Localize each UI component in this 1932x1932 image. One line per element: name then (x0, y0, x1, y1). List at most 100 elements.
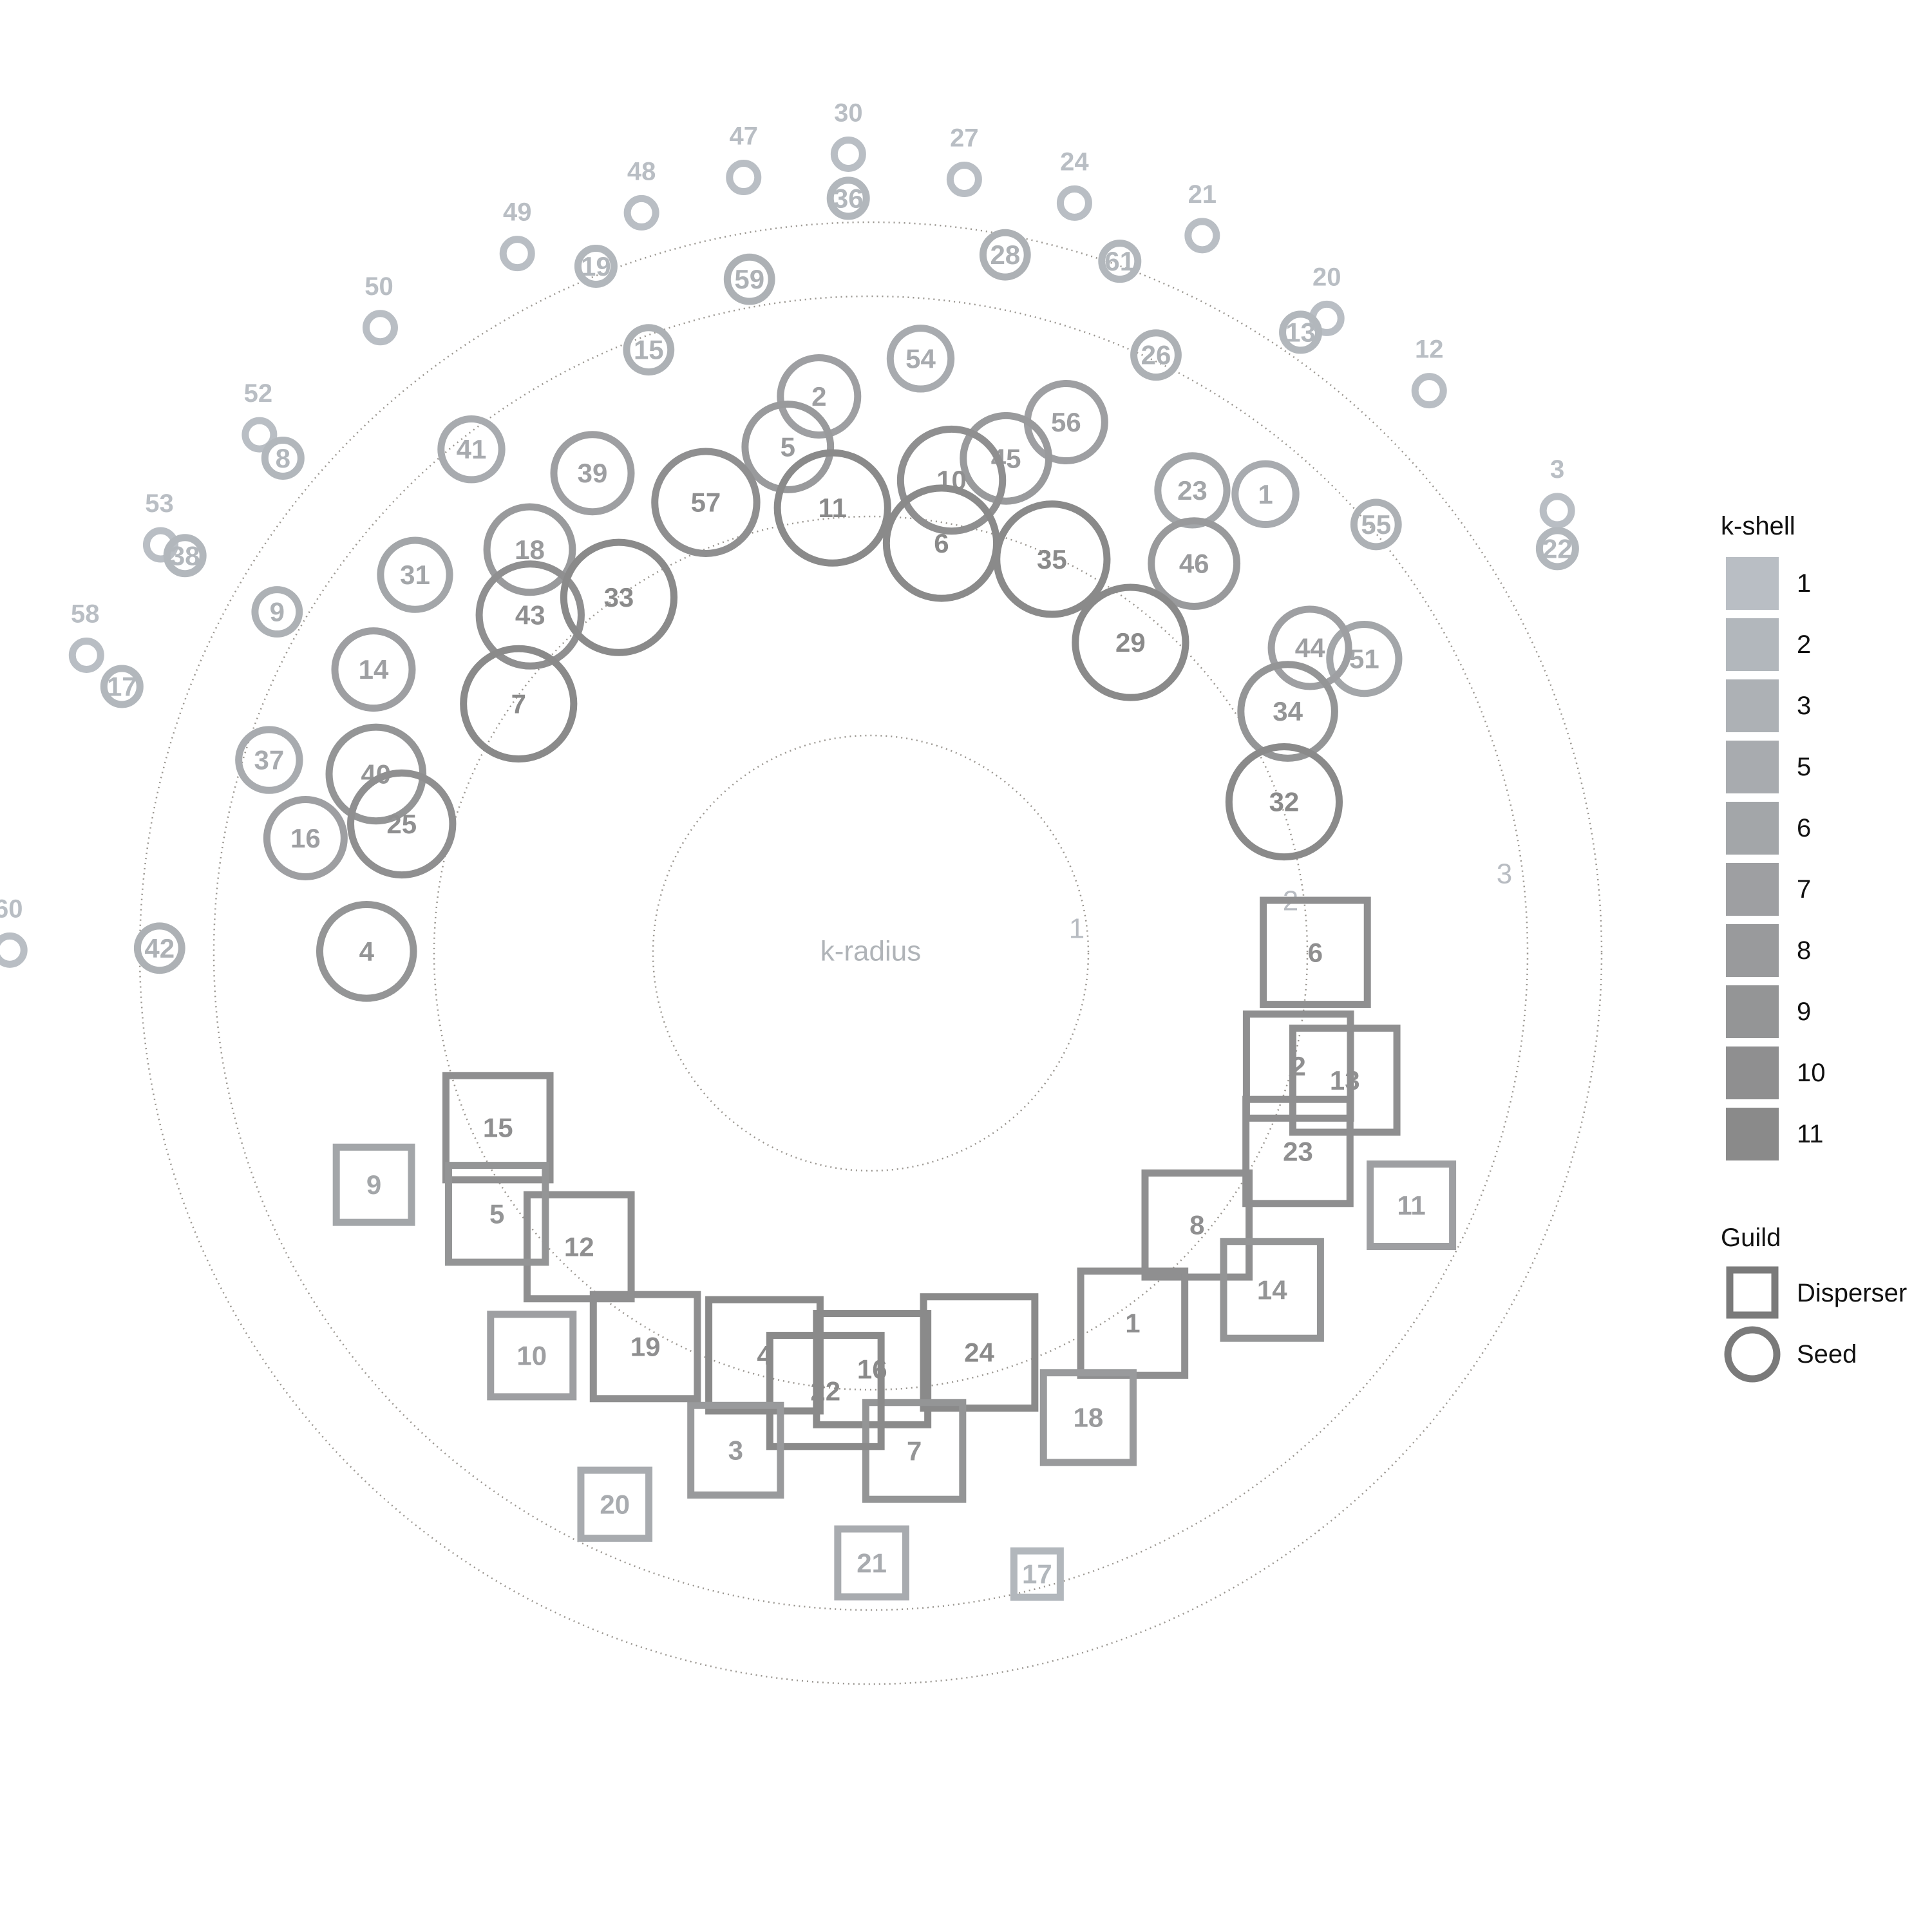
seed-marker (1535, 527, 1579, 571)
disperser-marker (1289, 1024, 1401, 1136)
disperser-label: 8 (1189, 1210, 1204, 1240)
kshell-legend-label: 11 (1797, 1120, 1824, 1148)
seed-marker (1539, 493, 1575, 529)
seed-node: 34 (1237, 661, 1338, 762)
seed-marker (316, 900, 417, 1002)
seed-node: 5 (741, 401, 835, 493)
seed-label: 47 (730, 122, 759, 151)
disperser-label: 23 (1283, 1136, 1313, 1166)
seed-label: 43 (515, 600, 545, 630)
legend: k-shell 1 2 3 5 6 7 8 9 10 11 Guild Disperser Seed (1721, 512, 1907, 1383)
seed-node: 27 (946, 124, 982, 198)
seed-node: 42 (133, 922, 185, 974)
seed-node: 9 (251, 586, 303, 638)
disperser-label: 7 (907, 1435, 922, 1466)
seed-marker (483, 503, 576, 596)
disperser-label: 20 (600, 1489, 630, 1519)
seed-label: 31 (400, 560, 430, 590)
seed-marker (723, 253, 775, 305)
seed-marker (1326, 621, 1403, 697)
seed-node: 52 (242, 379, 278, 453)
kshell-legend-swatch (1726, 679, 1779, 732)
disperser-marker (1242, 1010, 1354, 1122)
seed-node: 24 (1056, 147, 1092, 221)
seed-marker (826, 176, 870, 220)
disperser-node: 12 (523, 1191, 635, 1303)
seed-marker (773, 449, 891, 567)
disperser-marker (813, 1310, 932, 1428)
seed-label: 20 (1312, 263, 1341, 291)
disperser-label: 15 (483, 1113, 513, 1143)
disperser-node: 18 (1039, 1369, 1137, 1466)
seed-node: 16 (263, 795, 348, 880)
kshell-legend-swatch (1726, 863, 1779, 916)
seed-label: 22 (1542, 533, 1573, 564)
disperser-label: 4 (757, 1340, 772, 1370)
radius-ring-1 (652, 734, 1090, 1172)
disperser-node: 6 (1260, 896, 1371, 1009)
seed-node: 28 (979, 229, 1031, 281)
kshell-legend-keys: 1 2 3 5 6 7 8 9 10 11 (1726, 557, 1826, 1160)
seed-label: 17 (107, 671, 137, 701)
seed-marker (1056, 185, 1092, 221)
seed-node: 59 (723, 253, 775, 305)
seed-marker (896, 425, 1007, 535)
seed-marker (830, 136, 866, 172)
seed-marker (1411, 373, 1447, 409)
seed-marker (133, 922, 185, 974)
kshell-legend-swatch (1726, 1046, 1779, 1099)
seed-node: 22 (1535, 527, 1579, 571)
seed-marker (261, 436, 305, 480)
disperser-marker (589, 1291, 701, 1403)
kshell-legend-title: k-shell (1721, 512, 1795, 540)
seed-node: 11 (773, 449, 891, 567)
seed-node: 60 (0, 895, 28, 968)
disperser-label: 13 (1330, 1065, 1360, 1095)
seed-marker (623, 194, 659, 231)
seed-node: 45 (960, 412, 1053, 505)
disperser-node: 21 (834, 1525, 909, 1601)
center-label: k-radius (820, 936, 922, 967)
disperser-node: 5 (445, 1162, 549, 1266)
disperser-marker (1039, 1369, 1137, 1466)
seed-marker (1072, 583, 1189, 701)
seed-node: 58 (68, 600, 104, 673)
kshell-legend-swatch (1726, 802, 1779, 855)
seed-marker (362, 310, 398, 346)
seed-label: 57 (691, 488, 721, 518)
disperser-marker (1260, 896, 1371, 1009)
disperser-node: 15 (442, 1072, 554, 1184)
seed-marker (499, 236, 535, 272)
disperser-node: 8 (1141, 1169, 1253, 1281)
seed-label: 35 (1037, 544, 1067, 574)
seed-marker (882, 484, 1001, 602)
kshell-legend-label: 8 (1797, 936, 1811, 965)
seed-marker (251, 586, 303, 638)
disperser-marker (487, 1311, 577, 1401)
seed-label: 28 (990, 240, 1020, 270)
kshell-legend-swatch (1726, 618, 1779, 671)
disperser-node: 9 (332, 1143, 415, 1226)
kshell-legend-swatch (1726, 557, 1779, 610)
seed-label: 6 (934, 528, 949, 558)
disperser-node: 16 (813, 1310, 932, 1428)
seed-label: 32 (1269, 787, 1300, 817)
seed-label: 44 (1295, 632, 1325, 663)
kshell-legend-label: 1 (1797, 569, 1811, 598)
disperser-label: 5 (489, 1198, 504, 1229)
seed-label: 9 (270, 597, 285, 627)
seed-node: 44 (1267, 605, 1352, 690)
seed-node: 4 (316, 900, 417, 1002)
kshell-legend-label: 10 (1797, 1059, 1826, 1087)
disperser-label: 18 (1073, 1403, 1103, 1433)
seed-node: 54 (886, 325, 955, 393)
seed-marker (651, 448, 761, 557)
radius-rings (138, 221, 1603, 1685)
seed-marker (377, 536, 453, 613)
disperser-node: 14 (1220, 1238, 1324, 1342)
radius-ring-3 (213, 295, 1529, 1611)
seed-label: 29 (1115, 627, 1146, 658)
seed-node: 55 (1350, 498, 1402, 551)
seed-node: 57 (651, 448, 761, 557)
